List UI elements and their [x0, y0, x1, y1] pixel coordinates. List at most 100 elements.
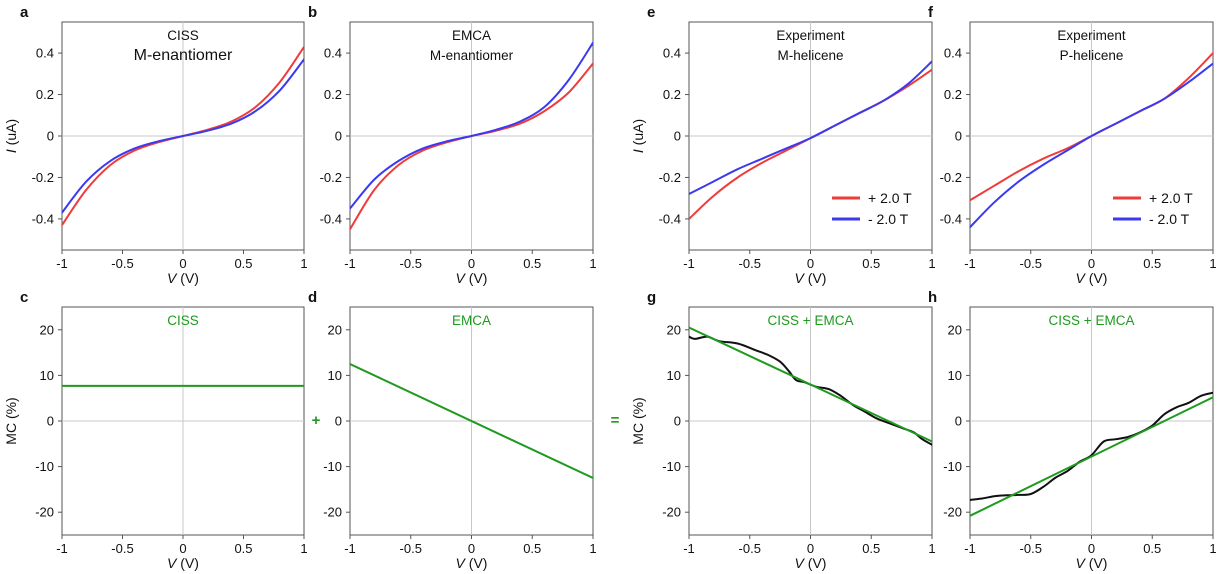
- series-line-blue: [970, 62, 1213, 229]
- chart-title-line: CISS: [167, 28, 199, 43]
- x-tick-label: -0.5: [1020, 256, 1042, 271]
- y-axis-label: MC (%): [630, 397, 646, 444]
- panel-b: -1 -0.5 0 0.5 1 -0.4 -0.2 0 0.2 0.4 b EMCA M-enantio…: [308, 4, 597, 286]
- panel-letter: a: [20, 4, 29, 21]
- series-line-green: [970, 396, 1213, 517]
- y-tick-label: 0.2: [324, 87, 342, 102]
- x-axis-variable: V: [1076, 270, 1087, 286]
- x-tick-label: 0.5: [1143, 541, 1161, 556]
- y-tick-label: 10: [328, 368, 342, 383]
- y-tick-label: 10: [667, 368, 681, 383]
- x-tick-label: -1: [344, 541, 356, 556]
- x-tick-label: 1: [1209, 541, 1216, 556]
- x-axis-variable: V: [456, 555, 467, 571]
- x-tick-label: 0.5: [234, 541, 252, 556]
- x-axis-label: V (V): [795, 555, 827, 571]
- x-axis-label: V (V): [456, 555, 488, 571]
- y-axis-variable: I: [630, 149, 646, 153]
- series-line-green: [689, 326, 932, 443]
- x-axis-unit: (V): [465, 270, 488, 286]
- x-tick-label: -0.5: [739, 256, 761, 271]
- x-axis-unit: (V): [804, 555, 827, 571]
- x-tick-label: -1: [56, 256, 68, 271]
- x-tick-label: -1: [344, 256, 356, 271]
- y-tick-label: 0: [674, 414, 681, 429]
- x-tick-label: 0: [468, 256, 475, 271]
- y-tick-label: 20: [40, 322, 54, 337]
- x-axis-label: V (V): [1076, 555, 1108, 571]
- y-tick-label: -10: [323, 459, 342, 474]
- legend-label: - 2.0 T: [1149, 211, 1190, 227]
- x-tick-label: -1: [964, 541, 976, 556]
- y-tick-label: 0.4: [944, 46, 962, 61]
- panels: -1 -0.5 0 0.5 1 -0.4 -0.2 0 0.2 0.4 a CISS M-enantio…: [3, 4, 1217, 571]
- x-tick-label: 1: [589, 541, 596, 556]
- series-group: [970, 391, 1213, 517]
- x-tick-label: -0.5: [1020, 541, 1042, 556]
- y-tick-label: -0.2: [320, 170, 342, 185]
- panel-d: -1 -0.5 0 0.5 1 -20 -10 0 10 20 d EMCA V (V): [308, 289, 597, 571]
- legend-label: - 2.0 T: [868, 211, 909, 227]
- y-tick-label: -10: [943, 459, 962, 474]
- x-tick-label: 0.5: [862, 256, 880, 271]
- x-tick-label: 0: [807, 256, 814, 271]
- y-tick-label: 0: [955, 414, 962, 429]
- x-tick-label: -0.5: [400, 256, 422, 271]
- x-axis-label: V (V): [167, 555, 199, 571]
- legend: + 2.0 T - 2.0 T: [832, 190, 912, 227]
- x-axis-unit: (V): [176, 555, 199, 571]
- chart-title-line: Experiment: [1057, 28, 1126, 43]
- x-axis-unit: (V): [1085, 270, 1108, 286]
- y-tick-label: 20: [948, 322, 962, 337]
- panel-e: -1 -0.5 0 0.5 1 -0.4 -0.2 0 0.2 0.4 e Experiment M-h…: [630, 4, 936, 286]
- series-line-blue: [689, 60, 932, 195]
- x-tick-label: -1: [683, 541, 695, 556]
- x-tick-label: 0: [807, 541, 814, 556]
- series-line-black: [970, 391, 1213, 501]
- y-axis-label: I (uA): [3, 119, 19, 153]
- x-tick-label: -1: [56, 541, 68, 556]
- x-tick-label: 0: [468, 541, 475, 556]
- y-tick-label: 10: [948, 368, 962, 383]
- x-tick-label: 1: [1209, 256, 1216, 271]
- y-tick-label: -20: [323, 505, 342, 520]
- x-tick-label: 1: [928, 541, 935, 556]
- y-axis-unit: MC (%): [3, 397, 19, 444]
- y-tick-label: 0.4: [324, 46, 342, 61]
- y-tick-label: 0.4: [36, 46, 54, 61]
- y-tick-label: -0.4: [940, 211, 962, 226]
- series-line-green: [350, 363, 593, 479]
- chart-title-line: EMCA: [452, 28, 491, 43]
- chart-title-line: EMCA: [452, 313, 491, 328]
- y-axis-unit: MC (%): [630, 397, 646, 444]
- x-tick-label: -1: [964, 256, 976, 271]
- x-tick-label: 0.5: [1143, 256, 1161, 271]
- panel-g: -1 -0.5 0 0.5 1 -20 -10 0 10 20 g CISS + EMCA V (V) M…: [630, 289, 936, 571]
- y-tick-label: 20: [667, 322, 681, 337]
- x-axis-unit: (V): [804, 270, 827, 286]
- x-tick-label: 1: [300, 256, 307, 271]
- x-tick-label: -0.5: [111, 256, 133, 271]
- series-line-blue: [62, 58, 304, 214]
- series-group: [350, 363, 593, 479]
- y-axis-variable: I: [3, 149, 19, 153]
- y-tick-label: 0.2: [663, 87, 681, 102]
- x-axis-unit: (V): [176, 270, 199, 286]
- y-tick-label: -10: [662, 459, 681, 474]
- y-tick-label: -0.2: [659, 170, 681, 185]
- y-tick-label: 0: [47, 129, 54, 144]
- series-line-blue: [350, 41, 593, 210]
- y-axis-unit: (uA): [3, 119, 19, 149]
- panel-letter: h: [928, 289, 937, 306]
- chart-title-line: M-enantiomer: [134, 47, 233, 64]
- y-tick-label: -0.4: [659, 211, 681, 226]
- y-axis-unit: (uA): [630, 119, 646, 149]
- x-axis-label: V (V): [167, 270, 199, 286]
- y-axis-label: MC (%): [3, 397, 19, 444]
- y-tick-label: 0: [335, 129, 342, 144]
- x-axis-variable: V: [167, 555, 178, 571]
- y-tick-label: -0.4: [320, 211, 342, 226]
- panel-letter: b: [308, 4, 317, 21]
- legend-label: + 2.0 T: [868, 190, 912, 206]
- x-axis-variable: V: [456, 270, 467, 286]
